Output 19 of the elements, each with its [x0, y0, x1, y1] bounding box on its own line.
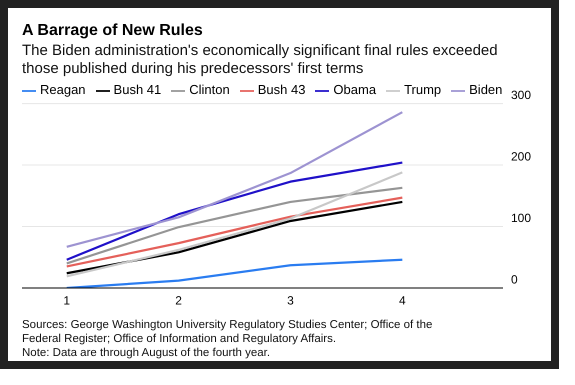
y-tick-label: 0 — [511, 272, 518, 286]
y-tick-label: 200 — [511, 149, 532, 164]
legend-label: Clinton — [189, 82, 230, 97]
legend-label: Bush 43 — [258, 82, 306, 97]
legend-label: Obama — [333, 82, 376, 97]
x-tick-label: 3 — [287, 294, 294, 308]
y-tick-label: 300 — [511, 88, 532, 102]
chart-title: A Barrage of New Rules — [22, 22, 204, 40]
y-tick-label: 100 — [511, 210, 532, 225]
legend-label: Bush 41 — [114, 82, 162, 97]
legend-label: Biden — [469, 82, 502, 97]
legend-label: Reagan — [40, 82, 86, 97]
x-tick-label: 1 — [63, 294, 70, 308]
x-tick-label: 4 — [398, 294, 406, 308]
x-tick-label: 2 — [175, 294, 182, 308]
chart-subtitle: The Biden administration's economically significant final rules exceeded those published during his predecessors' first terms — [22, 42, 499, 78]
text: Note: Data are through August of the fourth year. — [22, 346, 272, 360]
source-note: Sources: George Washington University Regulatory Studies Center; Office of the Federal Register; Office of Information and Regulatory Affairs. — [22, 318, 434, 346]
legend-label: Trump — [404, 82, 442, 97]
